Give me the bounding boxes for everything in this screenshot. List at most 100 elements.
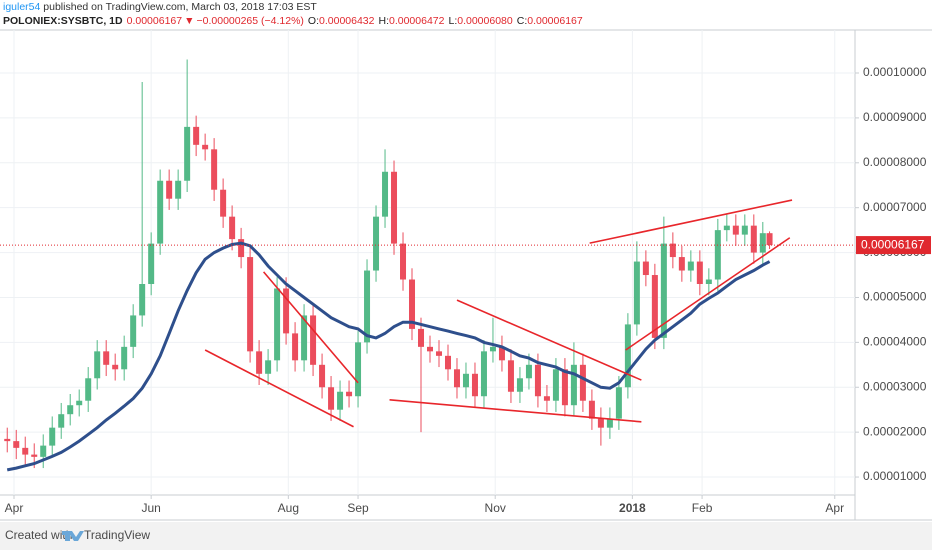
candle-body [561,369,568,406]
candle-body [175,180,182,199]
x-tick-label: Aug [278,501,299,515]
candle-body [382,171,389,217]
x-tick-label: Apr [5,501,24,515]
candle-body [130,315,137,347]
candle-body [346,391,353,397]
candle-body [507,360,514,392]
ohlc-key: L: [448,15,457,27]
candle-body [427,346,433,352]
candle-body [642,261,649,276]
x-tick-label: Feb [692,501,713,515]
candle-body [588,400,595,419]
candle-body [687,261,694,271]
moving-average [6,241,771,472]
y-tick-label: 0.00008000 [863,155,927,169]
candle-body [471,373,478,397]
candle-body [714,230,721,280]
candle-body [552,369,559,401]
ohlc-key: O: [308,15,319,27]
trendline [456,299,642,381]
candle-body [400,243,407,280]
candle-body [193,126,200,145]
y-tick-label: 0.00004000 [863,335,927,349]
x-tick-label: Sep [347,501,369,515]
footer-created: Created with [5,528,72,542]
candle-body [453,369,460,388]
change: −0.00000265 (−4.12%) [197,15,304,27]
footer-brand[interactable]: TradingView [84,528,150,542]
candle-body [373,216,380,271]
logo[interactable] [62,531,84,541]
candle-body [489,346,496,352]
candle-body [211,149,218,190]
trendline [262,271,359,384]
ohlc-value: 0.00006080 [457,15,513,27]
trendline [389,399,642,423]
candle-body [49,427,56,446]
trendline [204,349,354,428]
author[interactable]: iguler54 [3,1,41,13]
candle-body [94,351,101,379]
candle-body [31,454,38,457]
y-tick-label: 0.00005000 [863,290,927,304]
down-arrow: ▼ [184,15,194,27]
candle-body [112,364,119,370]
ohlc-value: 0.00006472 [389,15,445,27]
candle-body [633,261,640,325]
candle-body [624,324,631,388]
candle-body [766,233,773,246]
candle-body [696,261,703,285]
y-tick-label: 0.00009000 [863,110,927,124]
candle-body [534,364,541,397]
candle-body [723,225,730,231]
candle-body [678,257,685,271]
candle-body [759,233,766,253]
x-tick-label: Nov [485,501,506,515]
candle-body [283,288,290,334]
candle-body [750,225,757,253]
candle-body [660,243,667,338]
candle-body [319,364,326,388]
candle-body [579,364,586,401]
candle-body [184,126,191,181]
candle-body [705,279,712,285]
x-tick-label: Apr [825,501,844,515]
y-tick-label: 0.00003000 [863,379,927,393]
candle-body [741,225,748,235]
candle-body [418,328,425,347]
candle-body [22,447,29,455]
footer-bar [0,522,932,550]
candle-body [364,270,371,343]
trendline [625,237,791,351]
header-line-2: POLONIEX:SYSBTC, 1D 0.00006167 ▼ −0.0000026… [3,15,583,27]
candle-body [337,391,344,410]
x-tick-label: 2018 [619,501,646,515]
candle-body [121,346,128,370]
candle-body [669,243,676,258]
candle-body [525,364,532,379]
ohlc-key: C: [517,15,528,27]
y-tick-label: 0.00010000 [863,65,927,79]
candle-body [355,342,362,397]
candle-body [166,180,173,199]
candle-body [328,387,335,410]
y-tick-label: 0.00002000 [863,424,927,438]
trendline [589,199,793,244]
candle-body [202,144,209,150]
candle-body [220,189,227,217]
candle-body [732,225,739,235]
candle-body [310,315,317,365]
ohlc-key: H: [379,15,390,27]
y-tick-label: 0.00007000 [863,200,927,214]
candle-body [498,346,505,361]
symbol: POLONIEX:SYSBTC, 1D [3,15,123,27]
candle-body [76,400,83,406]
candle-body [516,378,523,392]
ohlc-value: 0.00006432 [319,15,375,27]
candle-body [409,279,416,329]
candle-body [148,243,155,285]
candle-body [265,360,272,374]
candle-body [85,378,92,401]
